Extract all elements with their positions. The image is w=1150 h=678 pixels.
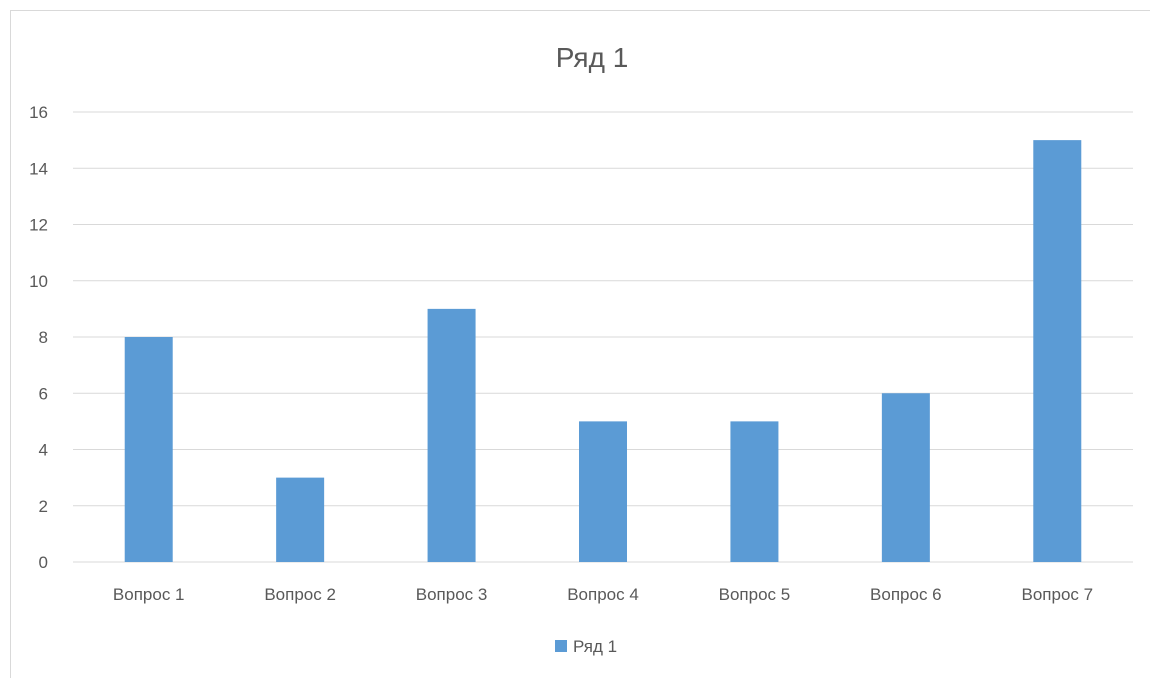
y-tick-label: 4	[39, 441, 48, 460]
y-tick-label: 2	[39, 497, 48, 516]
y-tick-label: 8	[39, 328, 48, 347]
bar	[124, 337, 173, 562]
bar	[730, 421, 779, 562]
bar	[1033, 140, 1082, 562]
chart-border-left	[10, 10, 11, 678]
chart-border-top	[10, 10, 1150, 11]
y-tick-label: 6	[39, 384, 48, 403]
x-tick-label: Вопрос 1	[113, 585, 185, 604]
chart-title: Ряд 1	[556, 42, 629, 73]
bars	[124, 140, 1082, 562]
x-tick-label: Вопрос 5	[719, 585, 791, 604]
x-axis-tick-labels: Вопрос 1 Вопрос 2 Вопрос 3 Вопрос 4 Вопрос 5…	[113, 585, 1093, 604]
bar	[881, 393, 930, 562]
y-axis-tick-labels: 0 2 4 6 8 10 12 14 16	[29, 103, 48, 572]
x-tick-label: Вопрос 2	[264, 585, 336, 604]
x-tick-label: Вопрос 7	[1021, 585, 1093, 604]
y-tick-label: 16	[29, 103, 48, 122]
bar	[579, 421, 627, 562]
legend-swatch	[555, 640, 567, 652]
x-tick-label: Вопрос 4	[567, 585, 639, 604]
y-tick-label: 14	[29, 159, 48, 178]
legend-label: Ряд 1	[573, 637, 617, 656]
y-tick-label: 10	[29, 272, 48, 291]
legend: Ряд 1	[555, 637, 617, 656]
y-tick-label: 12	[29, 216, 48, 235]
bar	[276, 477, 325, 562]
y-tick-label: 0	[39, 553, 48, 572]
bar	[427, 308, 476, 562]
x-tick-label: Вопрос 3	[416, 585, 488, 604]
x-tick-label: Вопрос 6	[870, 585, 942, 604]
